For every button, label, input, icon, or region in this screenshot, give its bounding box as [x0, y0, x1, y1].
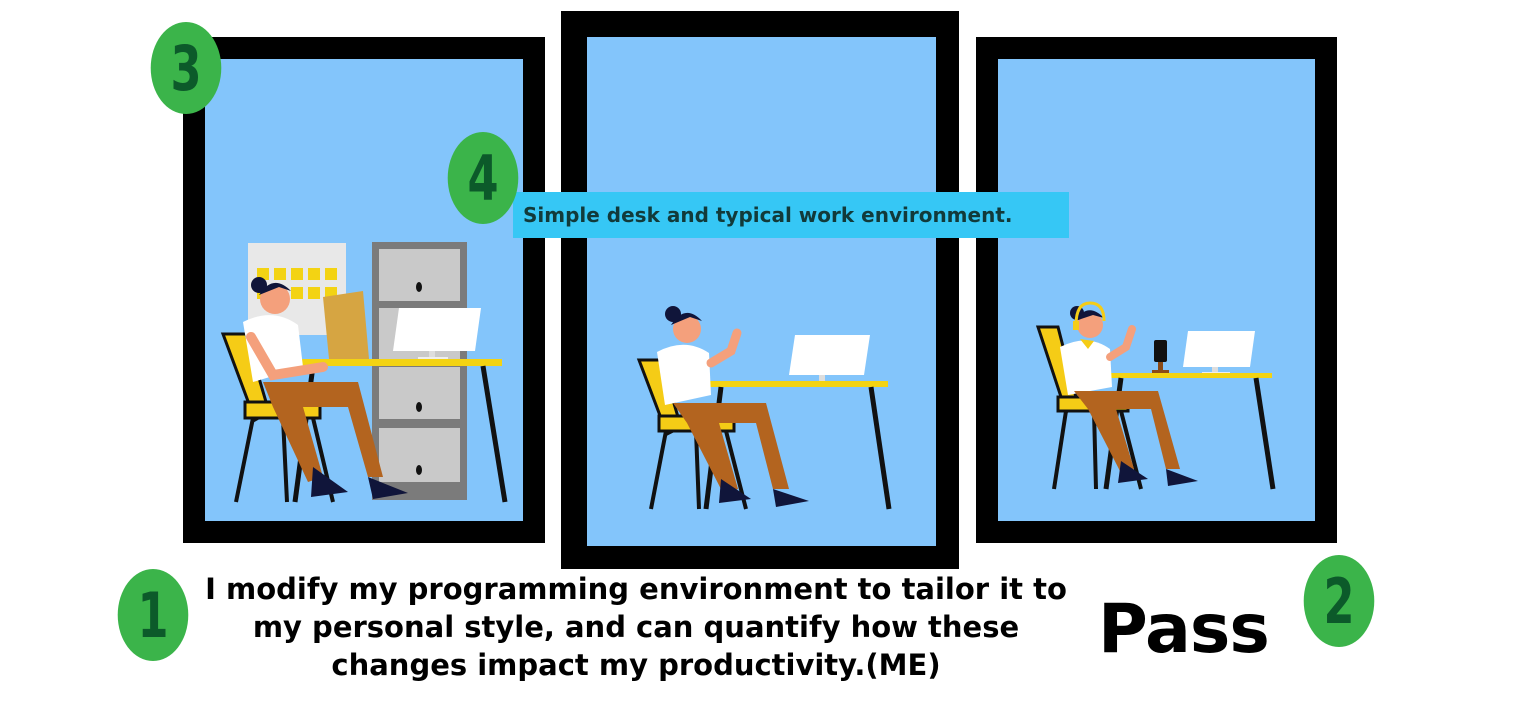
- number-badge-2: 2: [1303, 555, 1375, 647]
- comic-panel-left: [183, 37, 545, 543]
- number-badge-4: 4: [447, 132, 519, 224]
- number-badge-3: 3: [150, 22, 222, 114]
- result-label: Pass: [1098, 590, 1270, 669]
- woman-at-desk-illustration: [636, 306, 892, 510]
- comic-panel-middle: [561, 11, 959, 569]
- woman-at-desk-illustration: [220, 242, 508, 503]
- filing-cabinet-icon: [372, 242, 467, 500]
- monitor-icon: [1183, 331, 1255, 376]
- self-assessment-statement: I modify my programming environment to t…: [205, 572, 1067, 682]
- headset-icon: [1073, 301, 1106, 330]
- phone-stand-icon: [1152, 340, 1169, 374]
- woman-at-desk-illustration: [1035, 301, 1276, 490]
- scene-caption: Simple desk and typical work environment…: [513, 192, 1069, 238]
- monitor-icon: [789, 335, 870, 386]
- comic-panel-right: [976, 37, 1337, 543]
- number-badge-1: 1: [117, 569, 189, 661]
